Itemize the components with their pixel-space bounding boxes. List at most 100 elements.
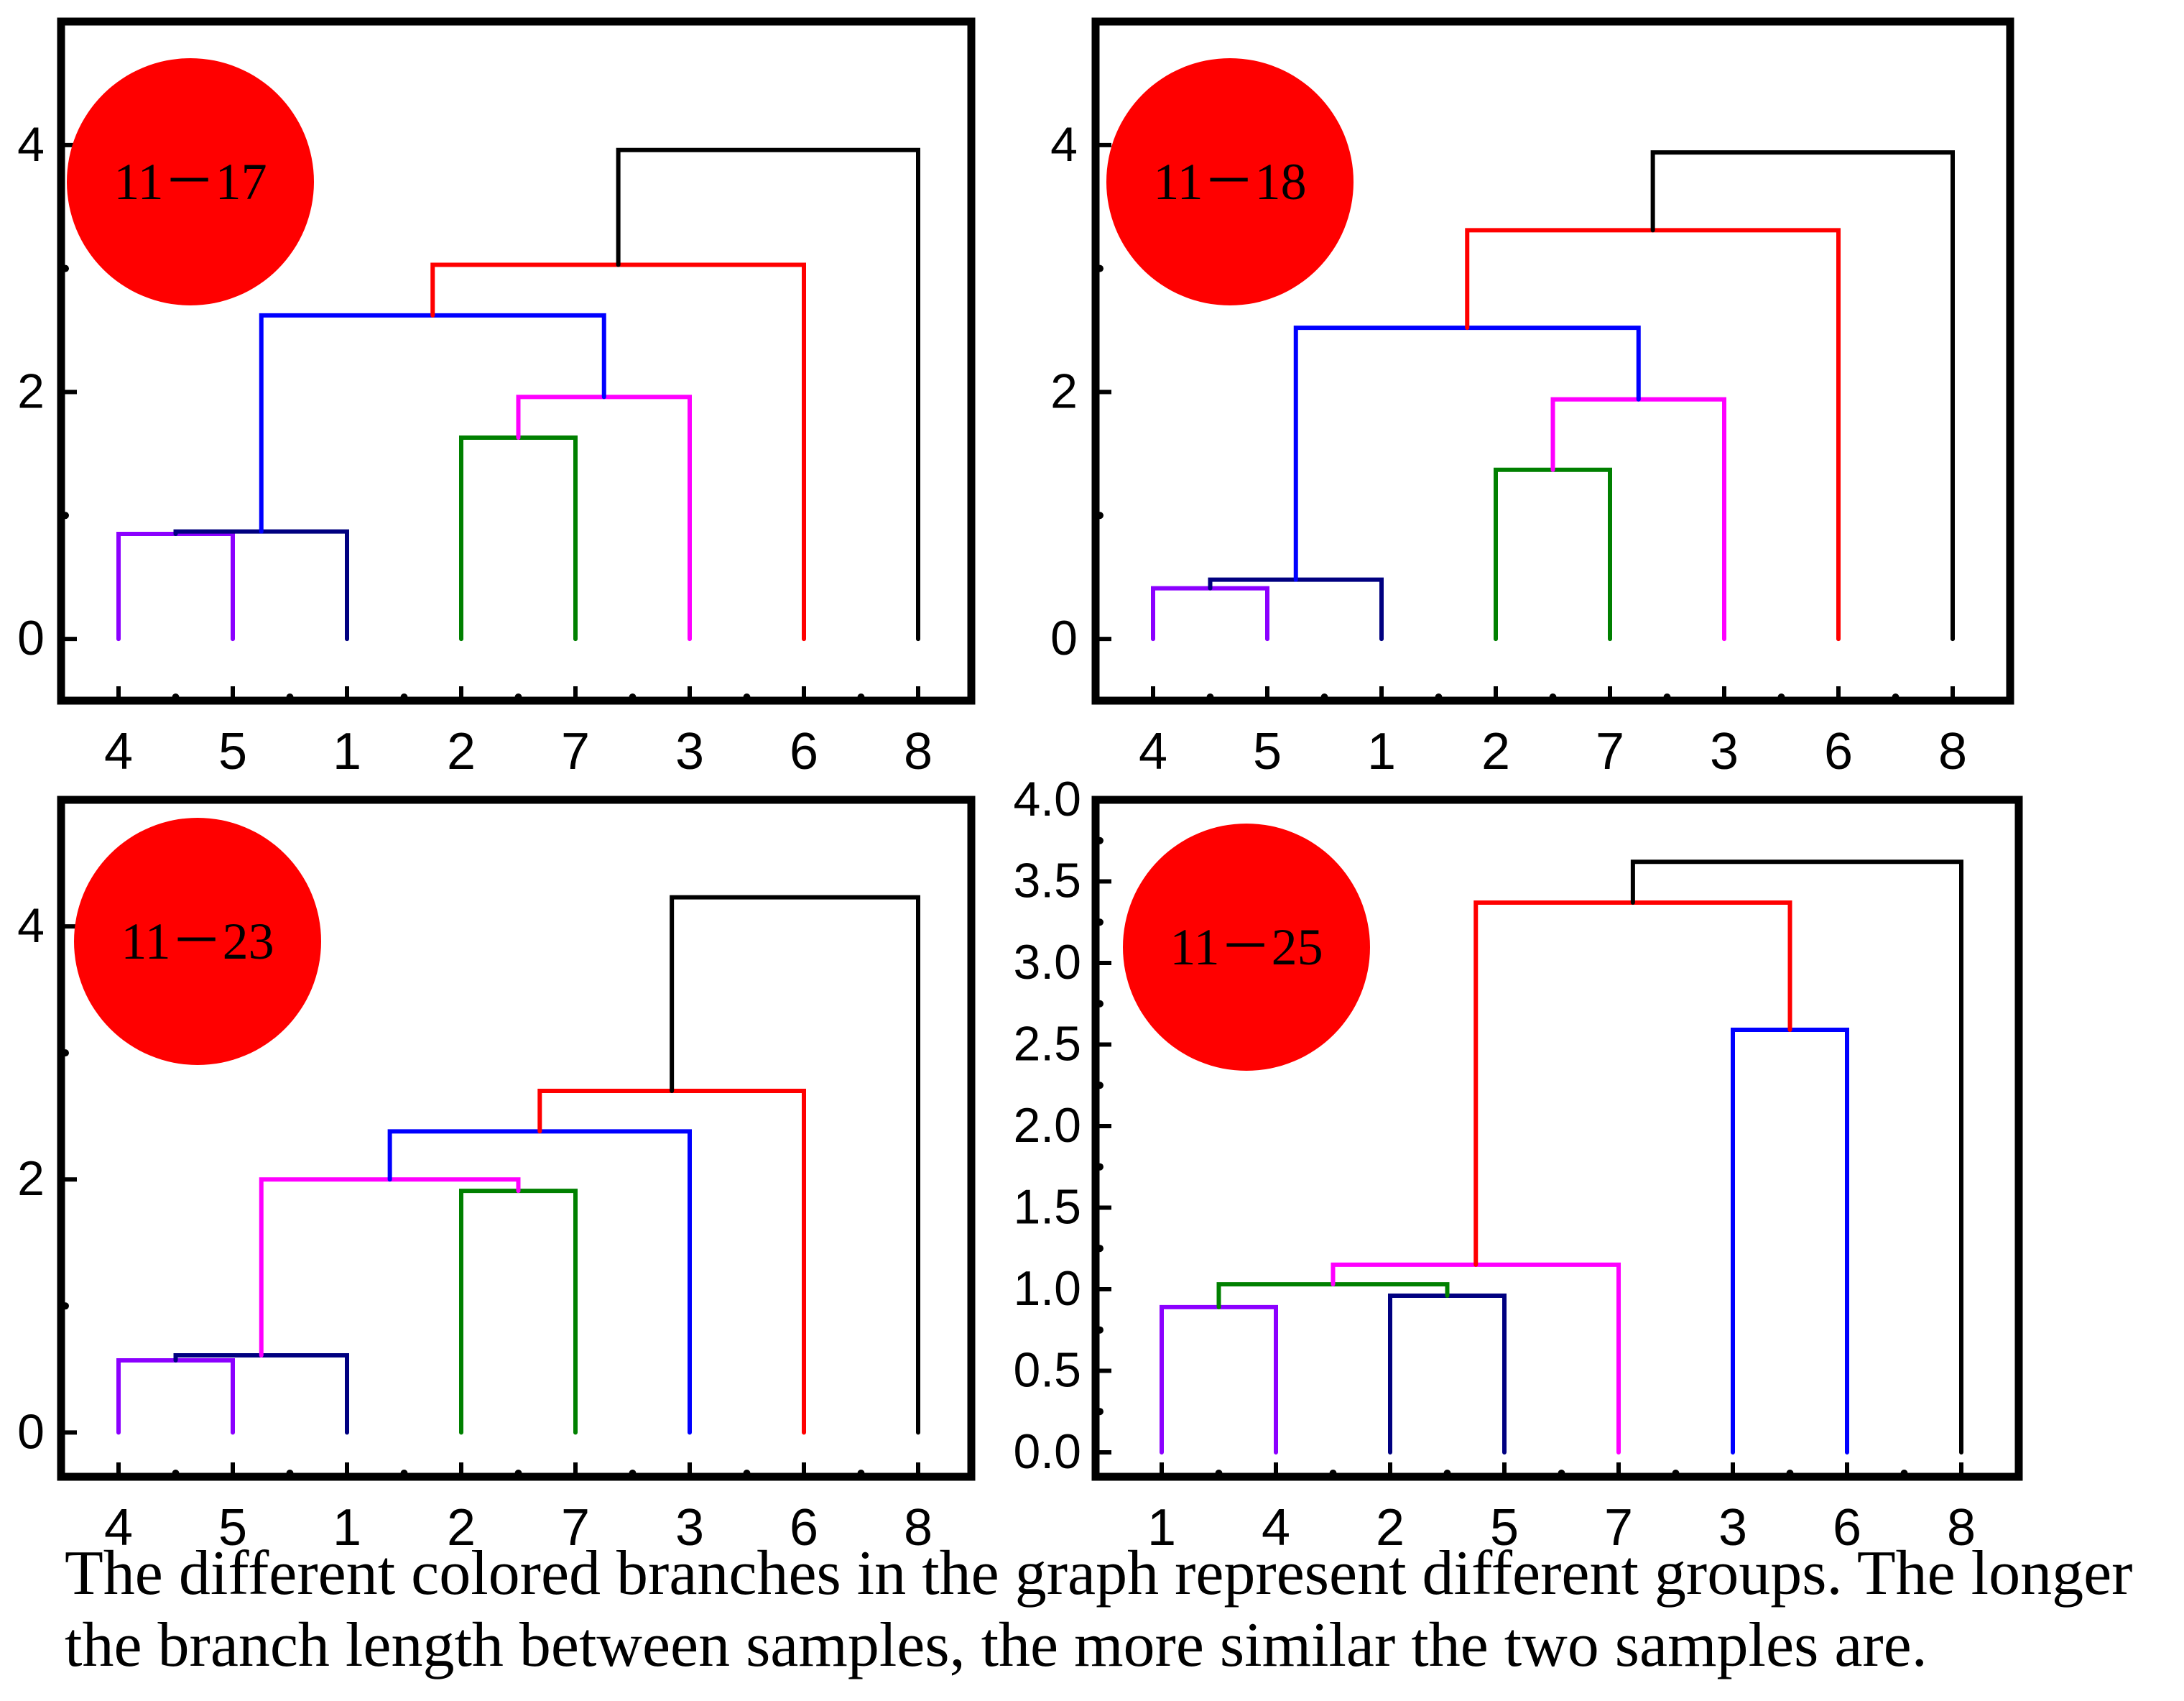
y-tick-label: 1.0 <box>1013 1261 1081 1316</box>
plot-frame <box>57 796 976 1481</box>
y-tick-label: 4 <box>17 117 45 172</box>
y-tick-label: 2 <box>17 1151 45 1206</box>
y-minor-tick <box>1096 836 1103 844</box>
dendrogram-branch <box>1160 1304 1278 1455</box>
leaf-label: 7 <box>1604 1499 1633 1557</box>
dendrogram-branch <box>459 435 578 642</box>
y-tick-label: 2.0 <box>1013 1098 1081 1153</box>
y-tick-label: 2 <box>1050 364 1078 418</box>
leaf-label: 6 <box>790 723 818 780</box>
x-minor-tick <box>1663 693 1671 701</box>
dendrogram-branch <box>1550 397 1726 642</box>
leaf-label: 3 <box>675 1499 704 1557</box>
y-tick-label: 2.5 <box>1013 1016 1081 1071</box>
leaf-label: 2 <box>447 723 476 780</box>
dendrogram-branch <box>1630 859 1963 1455</box>
x-minor-tick <box>1786 1470 1794 1477</box>
x-minor-tick <box>1215 1470 1223 1477</box>
leaf-label: 7 <box>1596 723 1624 780</box>
y-minor-tick <box>1096 1000 1103 1008</box>
y-minor-tick <box>1096 1326 1103 1334</box>
x-minor-tick <box>514 693 522 701</box>
y-minor-tick <box>1096 1245 1103 1253</box>
leaf-label: 3 <box>1710 723 1739 780</box>
leaf-label: 8 <box>1947 1499 1976 1557</box>
sample-date-badge <box>74 818 321 1065</box>
sample-date-label: 11－25 <box>1170 918 1323 976</box>
leaf-label: 8 <box>1938 723 1967 780</box>
x-minor-tick <box>1329 1470 1337 1477</box>
y-tick-label: 0 <box>17 1404 45 1459</box>
y-tick-label: 0 <box>17 611 45 665</box>
x-minor-tick <box>172 1470 180 1477</box>
leaf-label: 4 <box>104 1499 133 1557</box>
x-minor-tick <box>286 1470 294 1477</box>
leaf-label: 6 <box>1833 1499 1861 1557</box>
dendrogram-branch <box>259 1177 521 1357</box>
y-minor-tick <box>1096 1408 1103 1416</box>
leaf-label: 1 <box>1367 723 1396 780</box>
dendrogram-panel-2: 0 2 4 4 5 1 2 7 3 6 8 11－18 <box>1050 17 2014 780</box>
dendrogram-branch <box>537 1088 806 1435</box>
dendrogram-branch <box>116 1358 235 1435</box>
dendrogram-branch <box>670 895 920 1435</box>
sample-date-badge <box>1106 58 1354 305</box>
x-minor-tick <box>1558 1470 1565 1477</box>
leaf-label: 7 <box>561 1499 590 1557</box>
y-tick-label: 3.0 <box>1013 935 1081 990</box>
dendrogram-branch <box>1293 326 1641 582</box>
dendrogram-branch <box>173 1352 349 1435</box>
y-tick-label: 4 <box>1050 117 1078 172</box>
x-minor-tick <box>1443 1470 1451 1477</box>
x-minor-tick <box>857 1470 865 1477</box>
leaf-label: 4 <box>104 723 133 780</box>
dendrogram-branch <box>1473 900 1792 1267</box>
x-minor-tick <box>172 693 180 701</box>
leaf-label: 1 <box>1147 1499 1176 1557</box>
sample-date-badge <box>1123 824 1370 1071</box>
dendrogram-branch <box>516 395 692 642</box>
y-tick-label: 0.5 <box>1013 1342 1081 1397</box>
dendrogram-panel-1: 0 2 4 4 5 1 2 7 3 6 8 11－17 <box>17 17 976 780</box>
leaf-label: 2 <box>1481 723 1510 780</box>
sample-date-badge <box>67 58 314 305</box>
x-minor-tick <box>629 693 637 701</box>
figure-caption: The different colored branches in the gr… <box>65 1538 2177 1682</box>
x-minor-tick <box>857 693 865 701</box>
sample-date-label: 11－17 <box>114 153 267 211</box>
y-minor-tick <box>62 264 69 272</box>
x-minor-tick <box>514 1470 522 1477</box>
dendrogram-branch <box>173 529 349 642</box>
leaf-label: 5 <box>218 1499 247 1557</box>
y-minor-tick <box>1096 512 1103 520</box>
leaf-label: 3 <box>675 723 704 780</box>
leaf-label: 4 <box>1262 1499 1290 1557</box>
leaf-label: 5 <box>1253 723 1282 780</box>
dendrogram-branch <box>1494 467 1612 642</box>
dendrogram-branch <box>1731 1028 1849 1455</box>
x-minor-tick <box>1206 693 1214 701</box>
dendrogram-branch <box>1151 586 1269 642</box>
leaf-label: 7 <box>561 723 590 780</box>
leaf-label: 6 <box>1824 723 1853 780</box>
leaf-label: 3 <box>1718 1499 1747 1557</box>
y-minor-tick <box>62 1049 69 1057</box>
leaf-label: 5 <box>218 723 247 780</box>
y-minor-tick <box>1096 918 1103 926</box>
plot-frame <box>1091 796 2023 1481</box>
x-minor-tick <box>1892 693 1900 701</box>
dendrogram-panel-3: 0 2 4 4 5 1 2 7 3 6 8 11－23 <box>17 796 976 1557</box>
leaf-label: 1 <box>333 723 361 780</box>
dendrogram-branch <box>616 147 920 642</box>
y-tick-label: 0 <box>1050 611 1078 665</box>
y-tick-label: 0.0 <box>1013 1424 1081 1479</box>
dendrogram-branch <box>387 1129 692 1435</box>
dendrogram-branch <box>1650 150 1955 642</box>
sample-date-label: 11－18 <box>1153 153 1306 211</box>
x-minor-tick <box>1549 693 1557 701</box>
sample-date-label: 11－23 <box>121 913 274 970</box>
dendrogram-branch <box>430 262 806 642</box>
caption-line-2: the branch length between samples, the m… <box>65 1610 1928 1680</box>
leaf-label: 8 <box>904 723 933 780</box>
